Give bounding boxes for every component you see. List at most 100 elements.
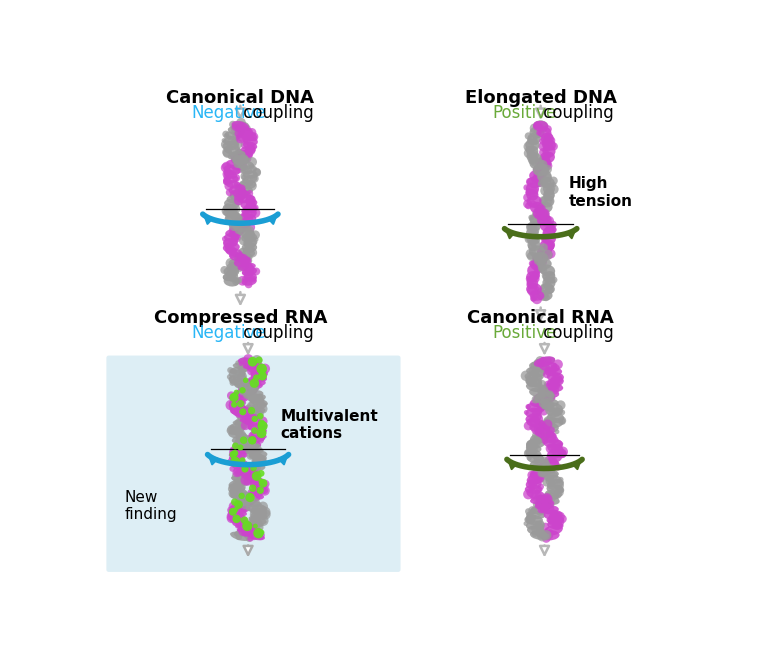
Circle shape [525, 133, 532, 140]
Circle shape [544, 401, 554, 411]
Circle shape [546, 391, 554, 400]
Circle shape [544, 419, 549, 424]
Circle shape [541, 522, 549, 530]
Circle shape [543, 416, 554, 426]
Ellipse shape [540, 283, 554, 295]
Circle shape [536, 254, 542, 260]
Circle shape [545, 125, 552, 133]
Ellipse shape [243, 238, 257, 247]
Circle shape [246, 202, 252, 208]
Circle shape [237, 462, 244, 469]
Ellipse shape [544, 402, 563, 413]
Circle shape [234, 255, 243, 263]
Circle shape [535, 159, 541, 166]
Circle shape [540, 157, 551, 167]
Circle shape [527, 276, 537, 286]
Circle shape [538, 264, 546, 272]
Circle shape [257, 413, 263, 419]
Ellipse shape [250, 513, 267, 520]
Circle shape [551, 511, 561, 520]
Ellipse shape [246, 435, 265, 443]
Circle shape [234, 187, 243, 196]
Circle shape [551, 386, 559, 394]
Circle shape [255, 445, 262, 451]
Circle shape [545, 507, 550, 513]
Circle shape [540, 205, 545, 211]
Circle shape [259, 530, 264, 535]
Ellipse shape [243, 419, 265, 427]
Circle shape [230, 488, 240, 498]
Circle shape [234, 502, 243, 511]
Circle shape [549, 176, 558, 185]
Ellipse shape [540, 195, 554, 208]
Circle shape [248, 270, 254, 276]
Circle shape [552, 492, 559, 499]
Circle shape [241, 445, 247, 451]
Ellipse shape [238, 247, 255, 257]
Circle shape [230, 380, 236, 386]
Circle shape [242, 525, 250, 534]
Circle shape [544, 362, 549, 368]
Circle shape [531, 463, 541, 472]
Text: coupling: coupling [538, 104, 614, 121]
Circle shape [258, 404, 267, 413]
Circle shape [240, 221, 249, 231]
Circle shape [236, 448, 247, 458]
Circle shape [528, 232, 535, 240]
Ellipse shape [228, 430, 247, 439]
Circle shape [526, 440, 535, 449]
Circle shape [223, 180, 228, 185]
Circle shape [545, 392, 555, 402]
Ellipse shape [249, 460, 267, 467]
Circle shape [261, 370, 268, 377]
Circle shape [243, 474, 253, 484]
Circle shape [546, 432, 557, 443]
Circle shape [531, 176, 540, 183]
Circle shape [531, 159, 538, 167]
Circle shape [233, 279, 239, 285]
Circle shape [535, 401, 542, 408]
Circle shape [541, 467, 551, 477]
Ellipse shape [525, 515, 543, 525]
Circle shape [260, 486, 268, 494]
Circle shape [250, 496, 257, 503]
Circle shape [241, 400, 246, 406]
Ellipse shape [242, 411, 262, 418]
Circle shape [229, 121, 237, 128]
Circle shape [241, 528, 250, 537]
Circle shape [226, 258, 236, 268]
Circle shape [251, 231, 260, 240]
Circle shape [538, 385, 548, 395]
Circle shape [527, 251, 536, 261]
Circle shape [527, 456, 531, 460]
Ellipse shape [233, 411, 255, 419]
Ellipse shape [526, 449, 541, 458]
Circle shape [248, 391, 253, 396]
Circle shape [250, 364, 259, 373]
Ellipse shape [230, 406, 250, 415]
Ellipse shape [245, 463, 266, 471]
Ellipse shape [530, 202, 544, 214]
Ellipse shape [542, 233, 556, 245]
Circle shape [541, 400, 551, 409]
Circle shape [547, 533, 553, 539]
Ellipse shape [237, 495, 256, 504]
Circle shape [244, 269, 253, 278]
Circle shape [230, 368, 237, 375]
Circle shape [236, 148, 243, 155]
Circle shape [543, 180, 551, 188]
Circle shape [534, 359, 543, 369]
Circle shape [241, 442, 249, 450]
Circle shape [247, 497, 255, 505]
Circle shape [538, 391, 545, 398]
Ellipse shape [530, 531, 549, 540]
Circle shape [244, 500, 250, 506]
Ellipse shape [533, 120, 548, 132]
Circle shape [539, 466, 544, 471]
Circle shape [237, 467, 248, 477]
Circle shape [228, 489, 237, 498]
Circle shape [234, 196, 243, 205]
Circle shape [543, 137, 551, 146]
Circle shape [227, 513, 237, 523]
Circle shape [243, 438, 250, 445]
